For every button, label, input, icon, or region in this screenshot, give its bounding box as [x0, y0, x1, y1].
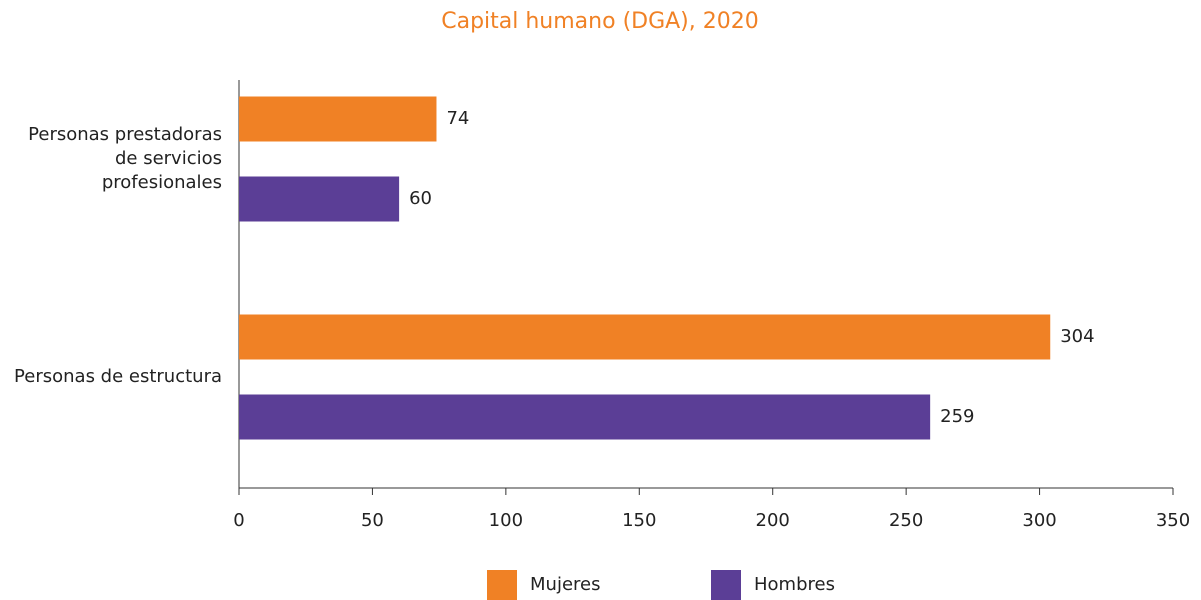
category-label: Personas prestadoras de servicios profes…: [28, 124, 222, 193]
bar: [239, 96, 437, 142]
value-label: 60: [409, 188, 432, 209]
x-tick-label: 250: [889, 510, 923, 531]
category-label: Personas de estructura: [14, 366, 222, 387]
x-tick-label: 50: [361, 510, 384, 531]
x-tick-label: 100: [489, 510, 523, 531]
chart-title: Capital humano (DGA), 2020: [441, 9, 759, 34]
x-tick-label: 150: [622, 510, 656, 531]
legend-label: Hombres: [754, 574, 835, 595]
value-label: 74: [446, 108, 469, 129]
x-tick-label: 0: [233, 510, 244, 531]
bar: [239, 394, 931, 440]
bar: [239, 314, 1051, 360]
legend-label: Mujeres: [530, 574, 600, 595]
x-tick-label: 300: [1022, 510, 1056, 531]
legend-swatch: [711, 570, 741, 600]
legend-swatch: [487, 570, 517, 600]
x-tick-label: 350: [1156, 510, 1190, 531]
value-label: 259: [940, 406, 974, 427]
bar: [239, 176, 400, 222]
value-label: 304: [1060, 326, 1094, 347]
x-tick-label: 200: [756, 510, 790, 531]
